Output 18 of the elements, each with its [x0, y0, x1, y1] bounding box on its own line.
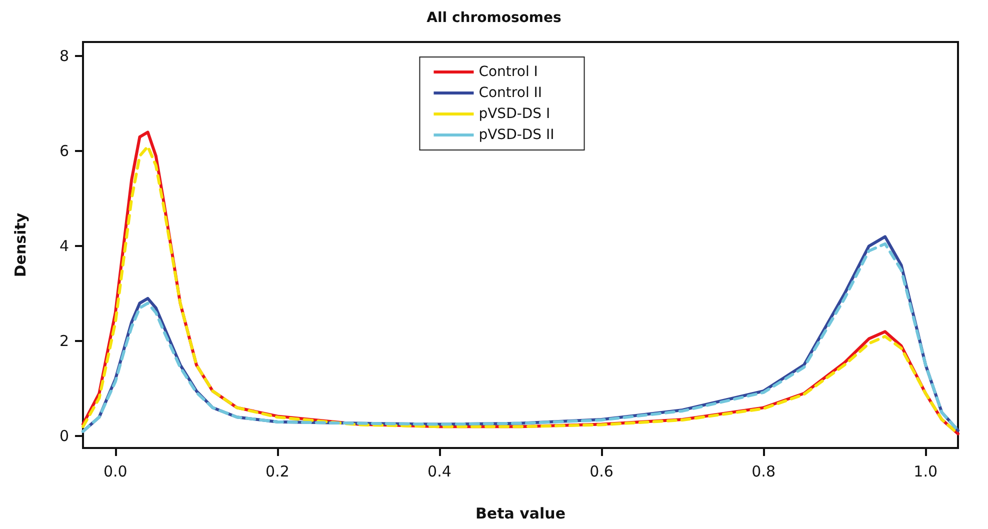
chart-title: All chromosomes	[426, 10, 562, 26]
y-tick-label: 2	[59, 332, 69, 350]
x-tick-label: 0.0	[103, 462, 128, 480]
y-axis-title: Density	[12, 212, 30, 278]
x-axis-title: Beta value	[475, 504, 566, 522]
x-tick-label: 0.6	[590, 462, 614, 480]
y-tick-label: 6	[59, 142, 69, 160]
x-tick-label: 0.2	[266, 462, 290, 480]
y-tick-label: 8	[59, 47, 69, 66]
x-tick-label: 1.0	[914, 462, 938, 480]
legend-label: pVSD-DS II	[478, 127, 554, 143]
y-tick-label: 4	[59, 237, 69, 256]
x-tick-label: 0.8	[752, 462, 776, 480]
x-tick-label: 0.4	[428, 462, 452, 480]
legend-label: pVSD-DS I	[478, 106, 550, 122]
legend-label: Control II	[478, 85, 542, 101]
y-tick-label: 0	[59, 427, 69, 446]
legend-label: Control I	[478, 64, 538, 80]
